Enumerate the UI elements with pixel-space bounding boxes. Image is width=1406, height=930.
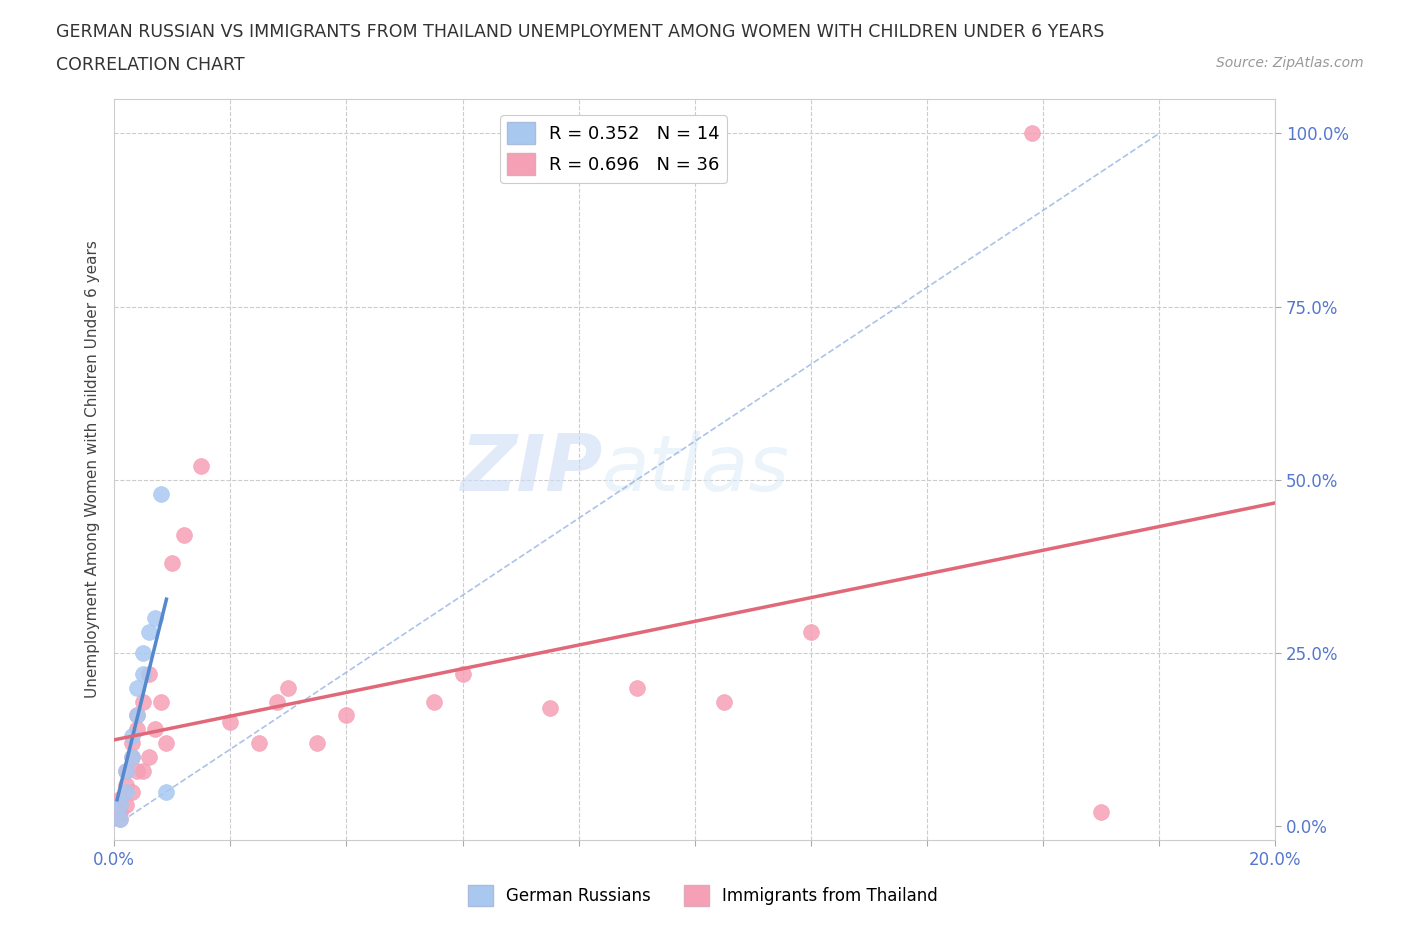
Point	[149, 486, 172, 501]
Point	[108, 812, 131, 827]
Point	[307, 736, 329, 751]
Point	[127, 764, 149, 778]
Point	[1090, 805, 1112, 820]
Point	[800, 625, 823, 640]
Legend: German Russians, Immigrants from Thailand: German Russians, Immigrants from Thailan…	[461, 879, 945, 912]
Point	[219, 715, 242, 730]
Point	[114, 784, 136, 799]
Point	[114, 798, 136, 813]
Point	[108, 812, 131, 827]
Point	[132, 694, 155, 709]
Point	[538, 701, 561, 716]
Point	[155, 784, 177, 799]
Text: ZIP: ZIP	[460, 432, 602, 508]
Point	[149, 694, 172, 709]
Point	[108, 805, 131, 820]
Legend: R = 0.352   N = 14, R = 0.696   N = 36: R = 0.352 N = 14, R = 0.696 N = 36	[501, 115, 727, 182]
Point	[162, 555, 184, 570]
Point	[121, 750, 143, 764]
Point	[422, 694, 444, 709]
Text: atlas: atlas	[602, 432, 790, 508]
Point	[155, 736, 177, 751]
Point	[190, 458, 212, 473]
Point	[277, 680, 299, 695]
Point	[266, 694, 288, 709]
Point	[127, 722, 149, 737]
Point	[335, 708, 357, 723]
Point	[138, 750, 160, 764]
Point	[138, 625, 160, 640]
Point	[138, 667, 160, 682]
Text: Source: ZipAtlas.com: Source: ZipAtlas.com	[1216, 56, 1364, 70]
Point	[108, 791, 131, 806]
Point	[121, 784, 143, 799]
Point	[626, 680, 648, 695]
Point	[713, 694, 735, 709]
Point	[132, 667, 155, 682]
Point	[127, 680, 149, 695]
Point	[114, 764, 136, 778]
Point	[173, 528, 195, 543]
Text: GERMAN RUSSIAN VS IMMIGRANTS FROM THAILAND UNEMPLOYMENT AMONG WOMEN WITH CHILDRE: GERMAN RUSSIAN VS IMMIGRANTS FROM THAILA…	[56, 23, 1105, 41]
Point	[121, 729, 143, 744]
Point	[127, 708, 149, 723]
Point	[114, 764, 136, 778]
Point	[114, 777, 136, 792]
Point	[127, 708, 149, 723]
Y-axis label: Unemployment Among Women with Children Under 6 years: Unemployment Among Women with Children U…	[86, 241, 100, 698]
Point	[247, 736, 270, 751]
Point	[143, 722, 166, 737]
Point	[121, 750, 143, 764]
Point	[121, 736, 143, 751]
Point	[132, 764, 155, 778]
Point	[132, 645, 155, 660]
Text: CORRELATION CHART: CORRELATION CHART	[56, 56, 245, 73]
Point	[1021, 126, 1043, 140]
Point	[143, 611, 166, 626]
Point	[108, 798, 131, 813]
Point	[451, 667, 474, 682]
